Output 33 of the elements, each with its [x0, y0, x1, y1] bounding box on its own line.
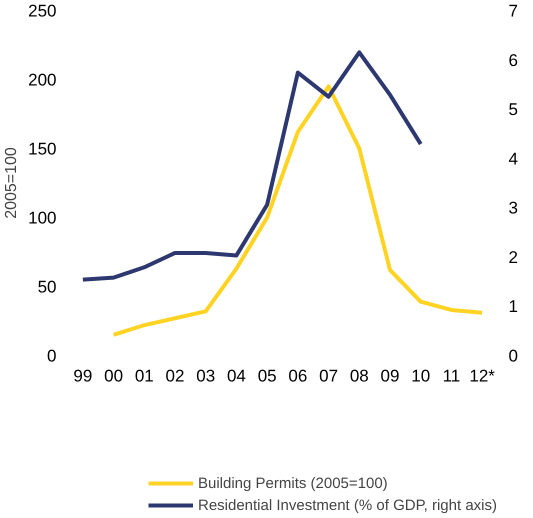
- x-tick-label: 03: [196, 366, 216, 386]
- x-tick-label: 06: [288, 366, 308, 386]
- y2-tick-label: 0: [508, 346, 518, 366]
- y-tick-label: 50: [38, 278, 57, 296]
- x-tick-label: 01: [134, 366, 154, 386]
- y2-tick-label: 3: [508, 198, 518, 218]
- x-tick-label: 11: [442, 366, 460, 386]
- y2-tick-label: 6: [508, 50, 518, 70]
- x-tick-label: 00: [104, 366, 124, 386]
- x-tick-label: 09: [380, 366, 400, 386]
- x-tick-label: 99: [73, 366, 92, 386]
- y-tick-label: 0: [47, 346, 57, 366]
- x-tick-label: 10: [411, 366, 430, 386]
- y-axis-title: 2005=100: [3, 147, 20, 219]
- line-series: [80, 50, 423, 282]
- legend-label: Residential Investment (% of GDP, right axis): [198, 496, 497, 514]
- y2-tick-label: 1: [508, 297, 518, 316]
- y-tick-label: 200: [28, 70, 57, 90]
- y2-tick-label: 5: [508, 100, 518, 120]
- y2-tick-label: 2: [508, 248, 518, 267]
- y-tick-label: 100: [28, 208, 57, 228]
- y-tick-label: 250: [28, 2, 57, 20]
- x-tick-label: 07: [319, 366, 338, 386]
- line-series: [112, 84, 484, 337]
- y-tick-label: 150: [28, 140, 57, 158]
- x-tick-label: 05: [258, 366, 277, 386]
- x-tick-label: 08: [350, 366, 369, 386]
- y2-tick-label: 4: [508, 149, 518, 168]
- x-tick-label: 12*: [469, 366, 496, 386]
- legend-label: Building Permits (2005=100): [198, 474, 388, 492]
- x-tick-label: 02: [166, 366, 184, 386]
- y2-tick-label: 7: [508, 2, 518, 20]
- x-tick-label: 04: [226, 366, 246, 386]
